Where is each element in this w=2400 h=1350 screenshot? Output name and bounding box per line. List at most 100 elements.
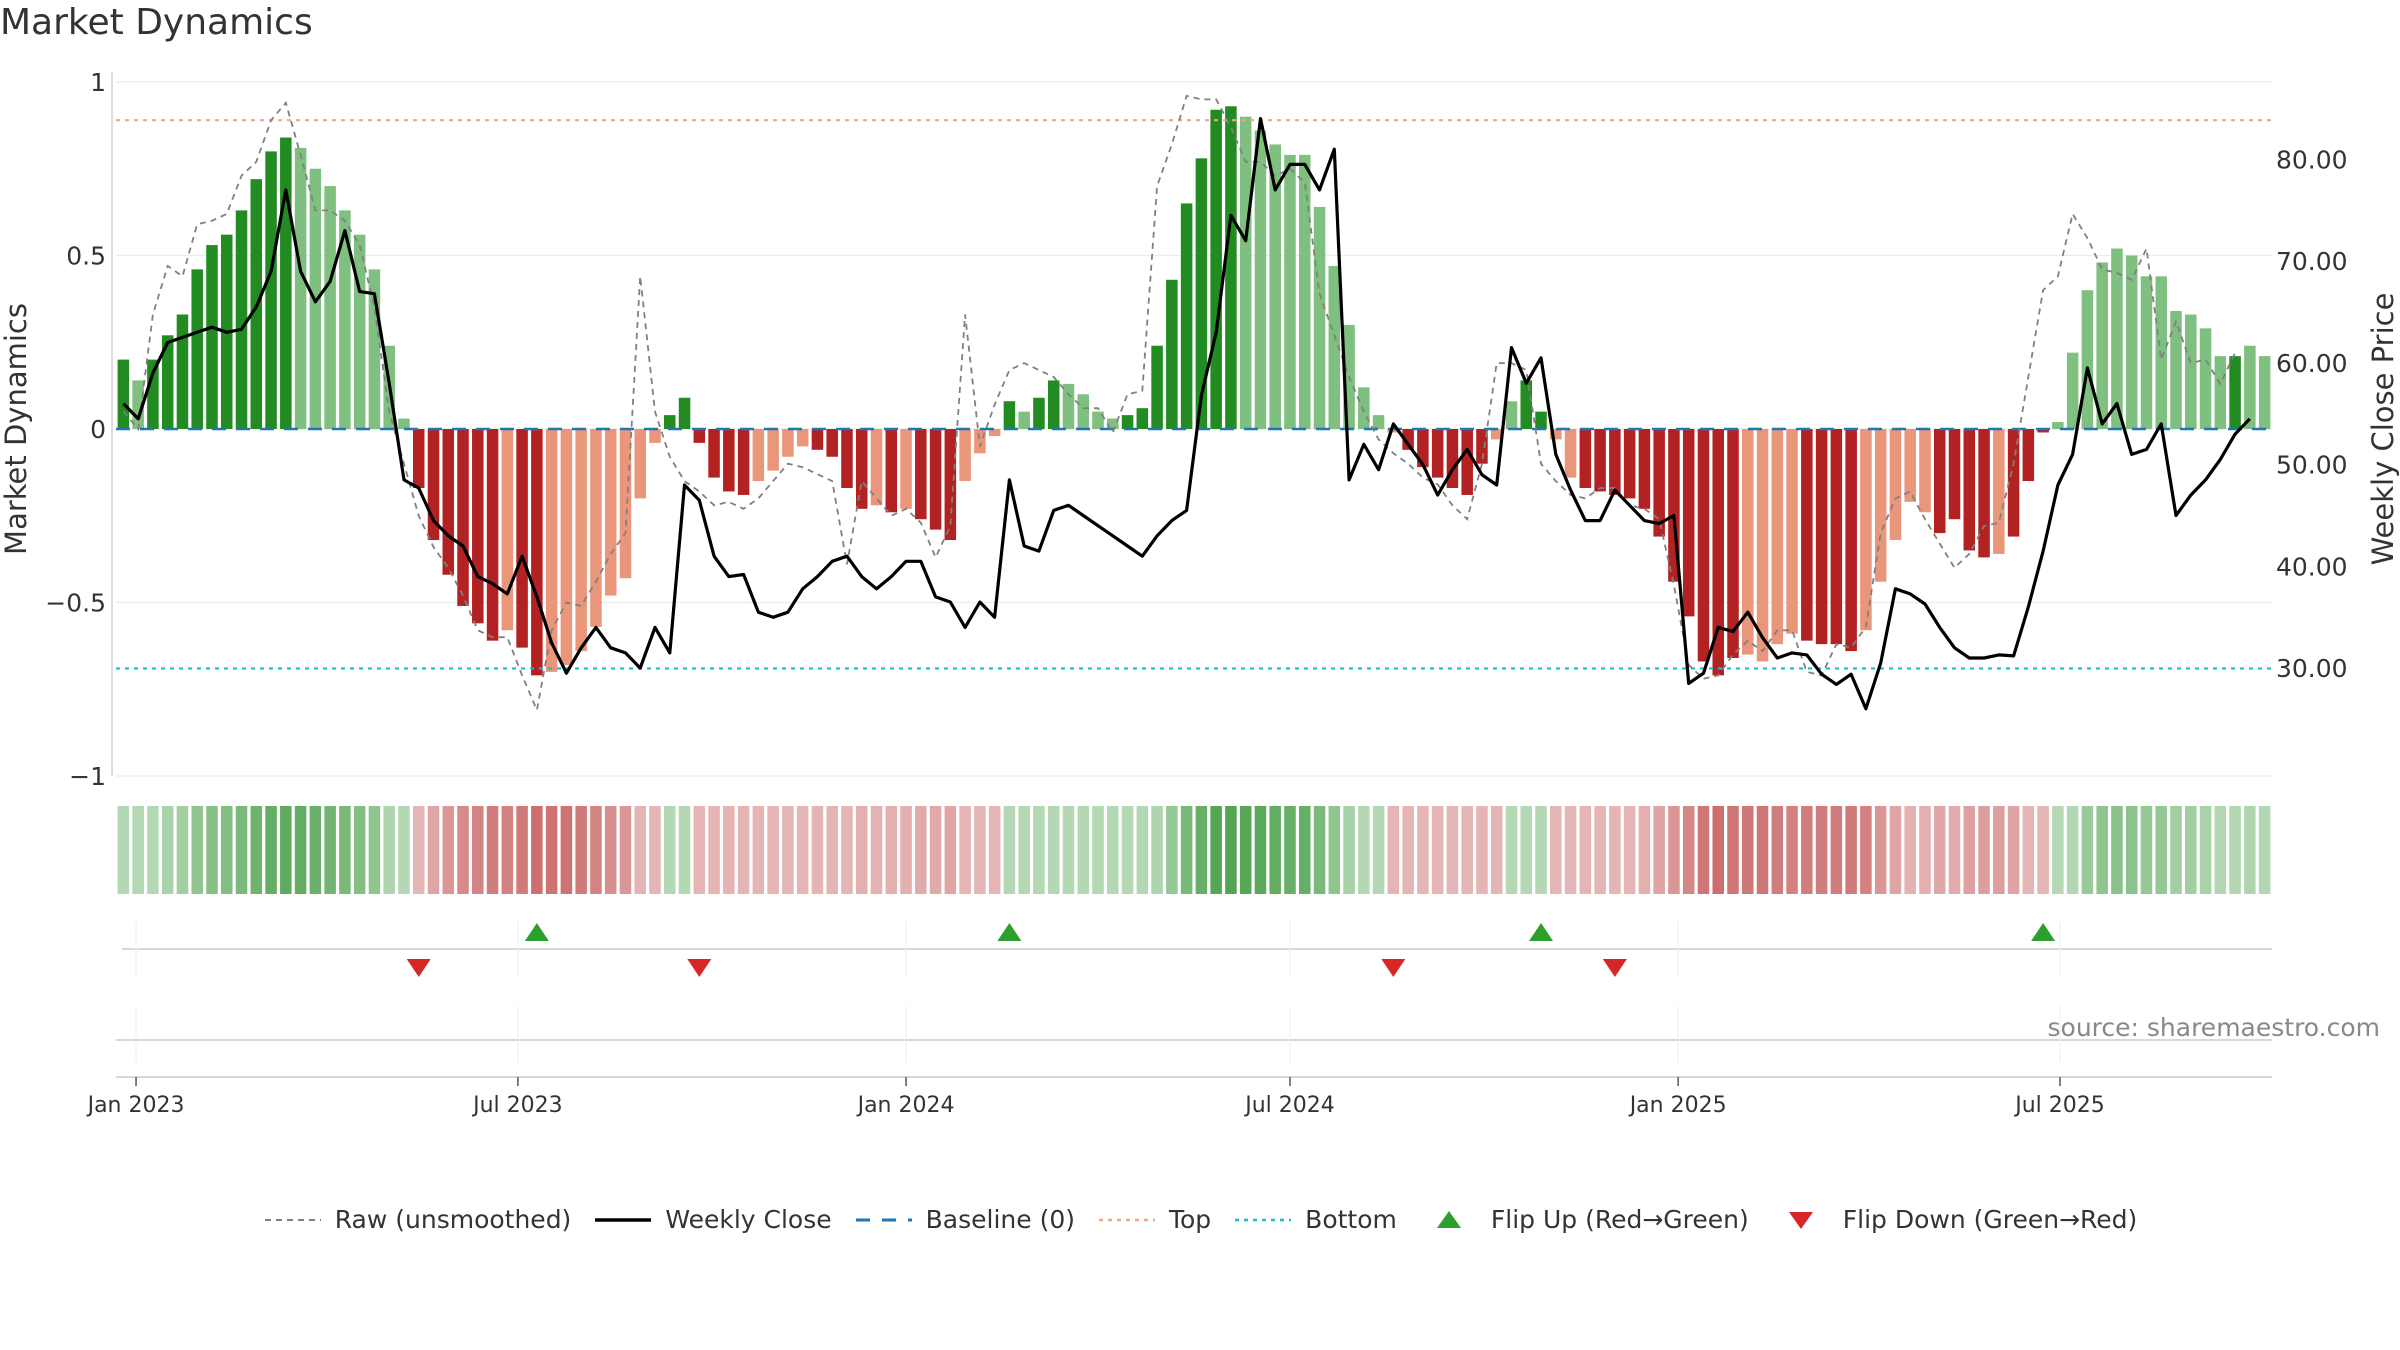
- momentum-bar: [1889, 429, 1902, 541]
- momentum-bar: [1476, 429, 1488, 464]
- regime-cell: [1682, 806, 1695, 894]
- momentum-bar: [841, 429, 853, 488]
- regime-cell: [324, 806, 336, 894]
- momentum-bar: [723, 429, 735, 492]
- momentum-bar: [1904, 429, 1916, 502]
- regime-cell: [2185, 806, 2197, 894]
- regime-cell: [398, 806, 410, 894]
- legend-item: Bottom: [1233, 1205, 1397, 1234]
- weekly-close-line: [122, 116, 2251, 711]
- regime-cell: [309, 806, 322, 894]
- regime-cell: [250, 806, 263, 894]
- regime-cell: [915, 806, 927, 894]
- regime-cell: [2125, 806, 2138, 894]
- regime-cell: [457, 806, 469, 894]
- momentum-bar: [915, 429, 927, 520]
- legend-item: Flip Up (Red→Green): [1419, 1205, 1749, 1234]
- legend-label: Flip Down (Green→Red): [1842, 1205, 2138, 1234]
- momentum-bar: [516, 429, 528, 648]
- momentum-bar: [1358, 387, 1370, 429]
- momentum-bar: [782, 429, 794, 457]
- momentum-bar: [1771, 429, 1784, 645]
- legend-item: Flip Down (Green→Red): [1771, 1205, 2138, 1234]
- regime-cell: [1136, 806, 1149, 894]
- momentum-bar: [1860, 429, 1872, 631]
- reference-lines: [116, 119, 2272, 670]
- regime-cell: [472, 806, 484, 894]
- regime-cell: [1431, 806, 1444, 894]
- regime-cell: [1166, 806, 1178, 894]
- y-tick-label: −0.5: [45, 589, 106, 618]
- y-tick-label: 0: [90, 415, 106, 444]
- regime-cell: [1889, 806, 1902, 894]
- regime-cell: [1003, 806, 1016, 894]
- regime-cell: [900, 806, 912, 894]
- momentum-bar: [1815, 429, 1828, 645]
- regime-cell: [870, 806, 883, 894]
- momentum-bar: [265, 151, 277, 429]
- momentum-bar: [1092, 411, 1104, 429]
- momentum-bar: [545, 429, 558, 672]
- regime-cell: [1387, 806, 1400, 894]
- regime-cell: [132, 806, 144, 894]
- momentum-bar: [855, 429, 868, 509]
- momentum-bar: [1195, 158, 1208, 429]
- regime-cell: [442, 806, 455, 894]
- legend-label: Bottom: [1305, 1205, 1397, 1234]
- momentum-bar: [147, 359, 159, 429]
- momentum-bar: [752, 429, 765, 482]
- momentum-bar: [2229, 356, 2241, 429]
- momentum-bar: [988, 429, 1001, 436]
- momentum-bar: [1047, 380, 1060, 429]
- momentum-bar: [1668, 429, 1680, 582]
- momentum-bar: [885, 429, 898, 513]
- regime-cell: [708, 806, 720, 894]
- regime-cell: [1107, 806, 1119, 894]
- momentum-bar: [619, 429, 632, 579]
- regime-cell: [1993, 806, 2005, 894]
- momentum-bar: [634, 429, 646, 499]
- flip-down-marker: [687, 959, 712, 977]
- regime-cell: [796, 806, 809, 894]
- momentum-bar: [1431, 429, 1444, 478]
- x-tick-label: Jul 2025: [2013, 1093, 2105, 1118]
- legend-swatch: [1233, 1210, 1293, 1230]
- flip-down-marker: [1381, 959, 1406, 977]
- momentum-bar: [2244, 345, 2256, 429]
- momentum-bar: [1033, 397, 1045, 429]
- regime-cell: [486, 806, 499, 894]
- legend-label: Weekly Close: [665, 1205, 832, 1234]
- regime-cell: [2244, 806, 2256, 894]
- raw-line-group: [122, 94, 2236, 714]
- flip-up-marker: [524, 923, 549, 941]
- momentum-bars: [117, 106, 2271, 676]
- momentum-bar: [826, 429, 838, 457]
- regime-cell: [1298, 806, 1311, 894]
- regime-cell: [531, 806, 543, 894]
- regime-cell: [1948, 806, 1961, 894]
- momentum-bar: [2096, 262, 2108, 429]
- regime-cell: [1047, 806, 1060, 894]
- regime-cell: [1254, 806, 1267, 894]
- momentum-bar: [693, 429, 706, 443]
- regime-cell: [944, 806, 957, 894]
- momentum-bar: [737, 429, 750, 495]
- momentum-bar: [1121, 415, 1134, 429]
- flip-down-marker: [1602, 959, 1627, 977]
- momentum-bar: [442, 429, 455, 575]
- chart-title: Market Dynamics: [0, 2, 313, 43]
- regime-cell: [1845, 806, 1857, 894]
- legend-item: Weekly Close: [593, 1205, 832, 1234]
- momentum-bar: [1505, 401, 1518, 429]
- regime-cell: [1742, 806, 1754, 894]
- regime-cell: [693, 806, 706, 894]
- momentum-bar: [767, 429, 779, 471]
- regime-cell: [1033, 806, 1045, 894]
- momentum-bar: [575, 429, 587, 652]
- momentum-bar: [560, 429, 573, 665]
- legend-swatch: [263, 1210, 323, 1230]
- regime-cell: [265, 806, 277, 894]
- flip-up-marker: [997, 923, 1022, 941]
- momentum-bar: [1579, 429, 1592, 488]
- regime-cell: [176, 806, 189, 894]
